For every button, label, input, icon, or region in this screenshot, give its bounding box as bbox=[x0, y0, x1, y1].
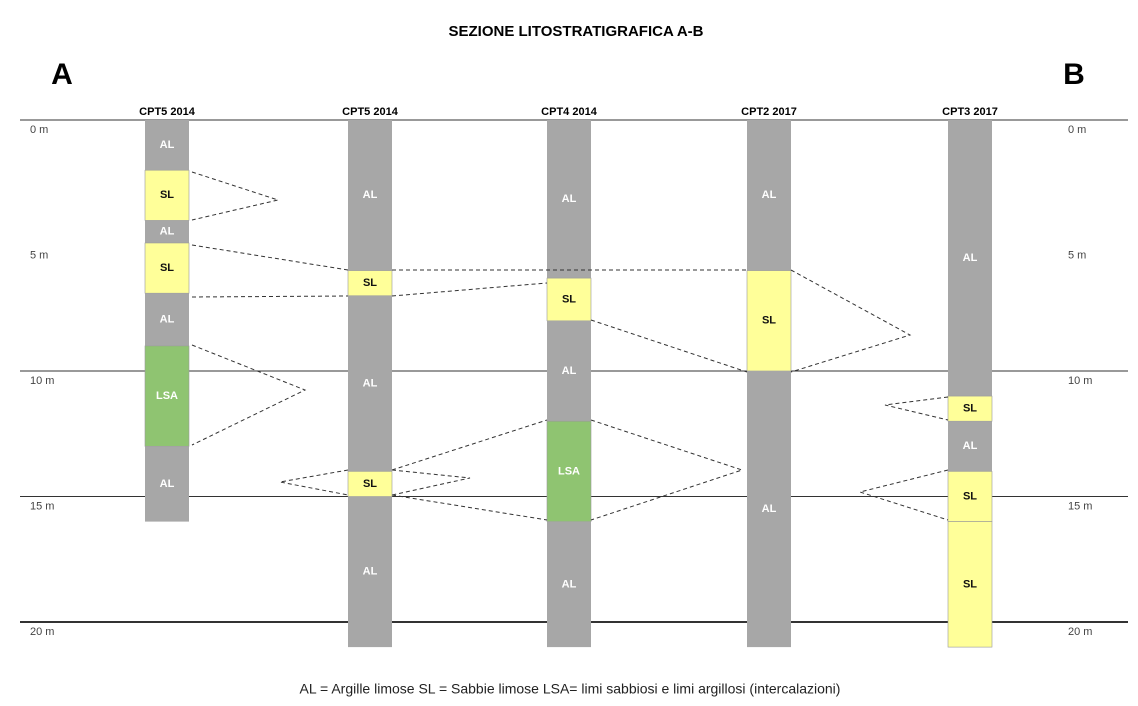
layer-label: AL bbox=[963, 252, 978, 264]
dashed-line bbox=[391, 469, 471, 496]
layer-label: SL bbox=[762, 315, 776, 327]
dashed-line bbox=[191, 171, 280, 221]
depth-label: 0 m bbox=[1068, 124, 1086, 136]
layer bbox=[948, 421, 992, 472]
layer bbox=[948, 120, 992, 397]
correlation-lines bbox=[191, 171, 949, 521]
layer bbox=[747, 120, 791, 271]
layer-label: AL bbox=[562, 365, 577, 377]
depth-label: 5 m bbox=[1068, 249, 1086, 261]
layer-label: SL bbox=[160, 262, 174, 274]
column-title: CPT5 2014 bbox=[342, 106, 399, 118]
layer-label: LSA bbox=[156, 390, 178, 402]
layer bbox=[348, 295, 392, 472]
dashed-line bbox=[590, 319, 748, 373]
column-title: CPT3 2017 bbox=[942, 106, 998, 118]
depth-label: 10 m bbox=[30, 375, 54, 387]
depth-label: 20 m bbox=[30, 626, 54, 638]
layer bbox=[547, 120, 591, 279]
layer bbox=[145, 446, 189, 522]
layer-label: AL bbox=[762, 503, 777, 515]
dashed-line bbox=[191, 244, 349, 271]
layer-label: AL bbox=[762, 189, 777, 201]
layer-label: LSA bbox=[558, 465, 580, 477]
column-title: CPT5 2014 bbox=[139, 106, 196, 118]
depth-label: 20 m bbox=[1068, 626, 1092, 638]
layer-label: AL bbox=[160, 313, 175, 325]
layer bbox=[145, 220, 189, 243]
layer-label: SL bbox=[363, 478, 377, 490]
depth-label: 10 m bbox=[1068, 375, 1092, 387]
layer bbox=[546, 277, 592, 322]
layer-label: SL bbox=[963, 490, 977, 502]
layer bbox=[347, 270, 393, 297]
column-title: CPT4 2014 bbox=[541, 106, 598, 118]
layer-label: SL bbox=[963, 578, 977, 590]
layer-label: SL bbox=[562, 293, 576, 305]
dashed-line bbox=[391, 419, 548, 471]
layer bbox=[947, 521, 993, 648]
dashed-line bbox=[391, 494, 548, 521]
layer-label: SL bbox=[160, 189, 174, 201]
layer-label: AL bbox=[363, 566, 378, 578]
layer-label: AL bbox=[562, 193, 577, 205]
column-title: CPT2 2017 bbox=[741, 106, 797, 118]
depth-label: 5 m bbox=[30, 249, 48, 261]
layer bbox=[747, 371, 791, 648]
layer-label: AL bbox=[160, 139, 175, 151]
layer bbox=[145, 293, 189, 346]
title: SEZIONE LITOSTRATIGRAFICA A-B bbox=[449, 23, 704, 40]
layer-label: SL bbox=[963, 403, 977, 415]
depth-label: 15 m bbox=[30, 500, 54, 512]
layer bbox=[947, 471, 993, 522]
layer bbox=[347, 471, 393, 497]
layer bbox=[546, 420, 592, 522]
depth-label: 15 m bbox=[1068, 500, 1092, 512]
dashed-line bbox=[391, 282, 548, 297]
layer bbox=[547, 521, 591, 648]
end-label: A bbox=[51, 58, 73, 91]
legend: AL = Argille limose SL = Sabbie limose L… bbox=[300, 681, 841, 697]
layer-label: AL bbox=[363, 377, 378, 389]
layer-label: AL bbox=[363, 189, 378, 201]
layer bbox=[145, 120, 189, 171]
layer-label: AL bbox=[963, 440, 978, 452]
dashed-line bbox=[790, 269, 912, 373]
layer bbox=[348, 120, 392, 271]
layer-label: AL bbox=[160, 226, 175, 238]
dashed-line bbox=[279, 469, 349, 496]
end-label: B bbox=[1063, 58, 1085, 91]
layer-label: SL bbox=[363, 277, 377, 289]
dashed-line bbox=[858, 469, 949, 521]
layer bbox=[547, 320, 591, 422]
layer-label: AL bbox=[562, 578, 577, 590]
dashed-line bbox=[590, 419, 744, 521]
dashed-line bbox=[884, 396, 949, 421]
layer bbox=[947, 395, 993, 422]
dashed-line bbox=[191, 295, 349, 298]
layer bbox=[144, 242, 190, 294]
dashed-line bbox=[191, 344, 307, 446]
layer bbox=[348, 496, 392, 648]
depth-label: 0 m bbox=[30, 124, 48, 136]
layer-label: AL bbox=[160, 478, 175, 490]
